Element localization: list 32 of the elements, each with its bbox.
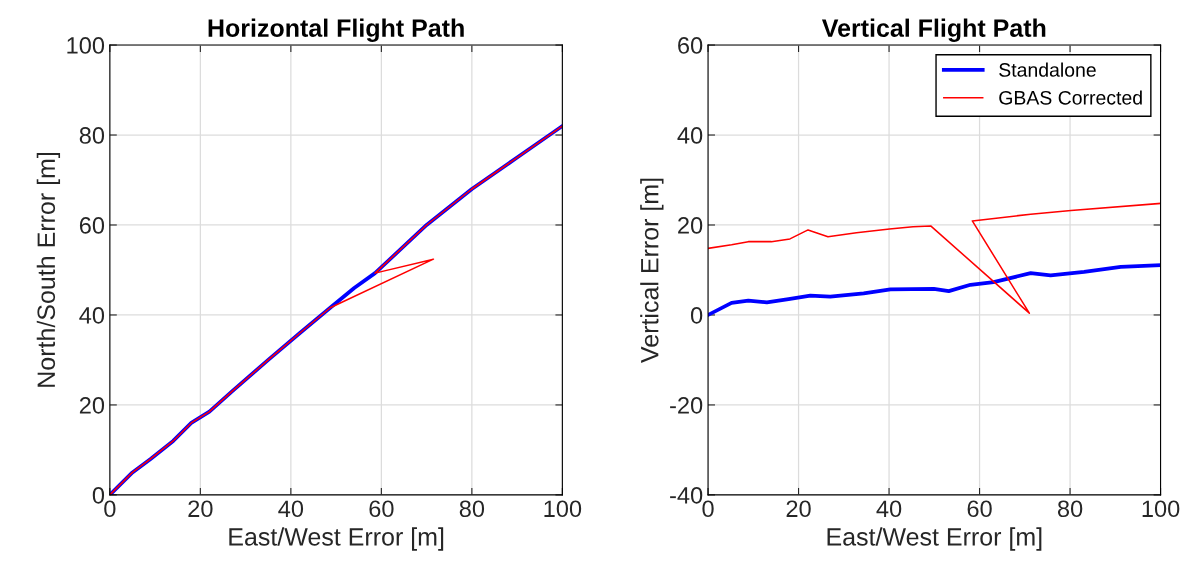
x-tick-label: 20 bbox=[786, 500, 811, 518]
y-tick-label: 0 bbox=[690, 307, 703, 324]
x-tick-label: 40 bbox=[278, 500, 304, 518]
x-tick-label: 80 bbox=[459, 500, 485, 518]
x-tick-label: 80 bbox=[1057, 500, 1083, 518]
x-axis-title: East/West Error [m] bbox=[827, 527, 1042, 551]
y-tick-label: -40 bbox=[670, 486, 703, 504]
y-tick-label: 60 bbox=[678, 37, 703, 54]
y-tick-label: 100 bbox=[67, 37, 105, 54]
x-tick-label: 0 bbox=[702, 500, 714, 518]
y-tick-label: 80 bbox=[79, 127, 105, 144]
y-tick-label: 40 bbox=[79, 307, 105, 324]
x-tick-label: 20 bbox=[188, 500, 213, 518]
x-tick-label: 40 bbox=[876, 500, 902, 518]
y-tick-label: -20 bbox=[670, 397, 703, 414]
chart-title: Horizontal Flight Path bbox=[208, 18, 464, 43]
y-tick-label: 20 bbox=[678, 217, 703, 234]
y-tick-label: 60 bbox=[79, 217, 105, 234]
x-axis-title: East/West Error [m] bbox=[229, 527, 444, 551]
y-tick-label: 20 bbox=[79, 397, 105, 414]
legend-label: GBAS Corrected bbox=[999, 90, 1142, 105]
y-tick-label: 0 bbox=[92, 486, 105, 504]
legend-label: Standalone bbox=[999, 62, 1096, 77]
x-tick-label: 0 bbox=[104, 500, 116, 518]
x-tick-label: 60 bbox=[369, 500, 394, 518]
y-axis-title: North/South Error [m] bbox=[36, 152, 61, 387]
x-tick-label: 100 bbox=[544, 500, 582, 518]
x-tick-label: 100 bbox=[1142, 500, 1180, 518]
y-tick-label: 40 bbox=[677, 127, 703, 144]
x-tick-label: 60 bbox=[967, 500, 992, 518]
y-axis-title: Vertical Error [m] bbox=[640, 178, 664, 363]
chart-title: Vertical Flight Path bbox=[821, 18, 1046, 43]
